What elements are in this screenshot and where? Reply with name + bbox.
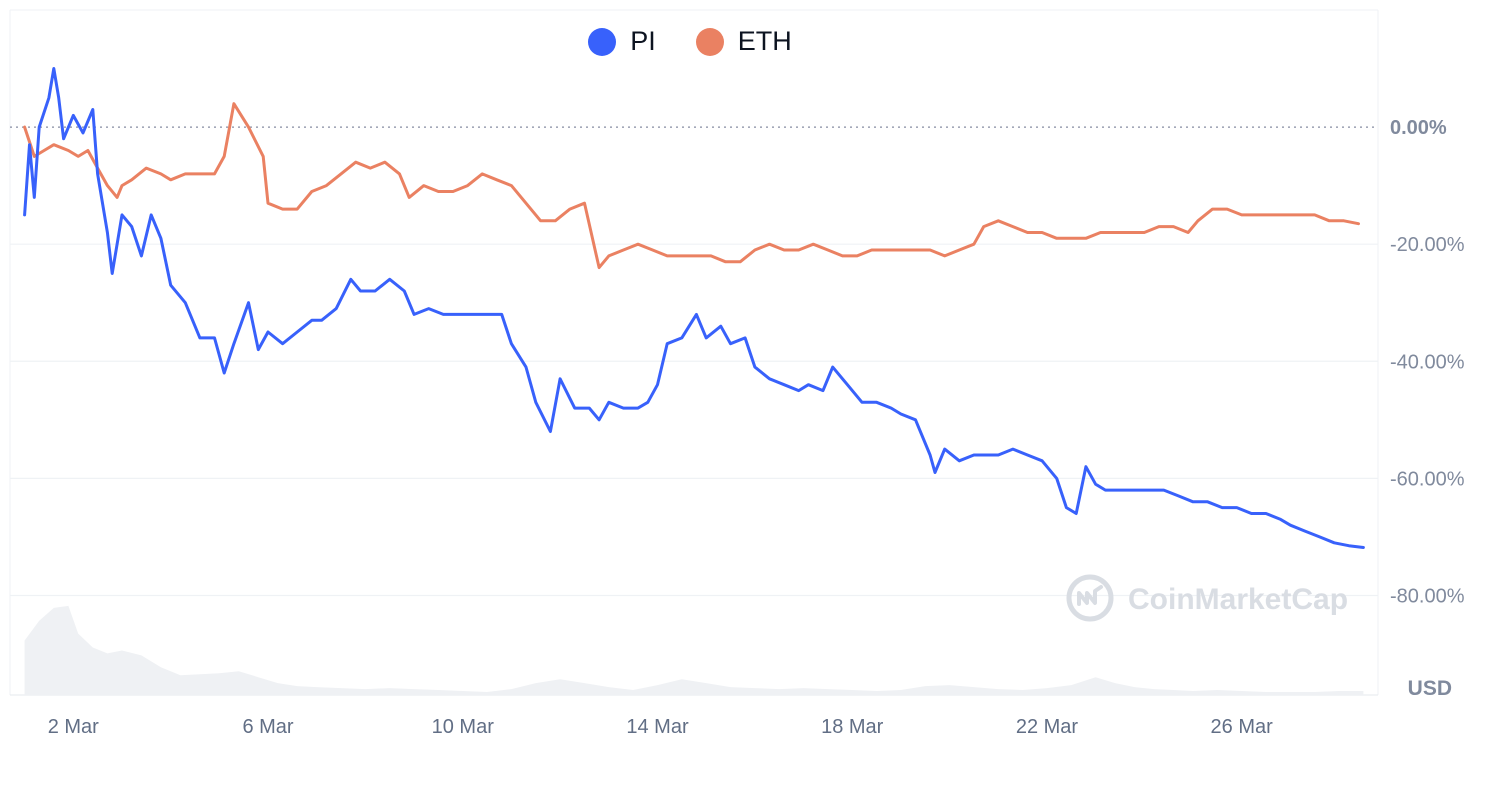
unit-label: USD bbox=[1408, 677, 1452, 700]
coinmarketcap-logo-icon bbox=[1066, 574, 1114, 622]
legend-item-eth[interactable]: ETH bbox=[695, 26, 792, 57]
x-tick-label: 22 Mar bbox=[1016, 716, 1079, 738]
y-tick-label: 0.00% bbox=[1390, 117, 1447, 139]
legend-pi-label: PI bbox=[630, 26, 656, 56]
volume-area-path bbox=[24, 605, 1364, 695]
x-tick-label: 2 Mar bbox=[48, 716, 99, 738]
series-line-eth[interactable] bbox=[23, 102, 1360, 270]
y-tick-label: -80.00% bbox=[1390, 585, 1465, 607]
volume-area bbox=[24, 605, 1364, 695]
legend-eth-label: ETH bbox=[737, 26, 792, 56]
y-tick-label: -60.00% bbox=[1390, 468, 1465, 490]
x-tick-label: 14 Mar bbox=[626, 716, 689, 738]
x-axis: 2 Mar 6 Mar 10 Mar 14 Mar 18 Mar 22 Mar 26 Mar bbox=[48, 716, 1273, 738]
x-tick-label: 10 Mar bbox=[432, 716, 495, 738]
legend-eth-dot bbox=[695, 27, 724, 56]
x-tick-label: 26 Mar bbox=[1211, 716, 1274, 738]
series-lines bbox=[23, 67, 1365, 549]
legend: PI ETH bbox=[0, 26, 1380, 57]
y-axis: 0.00% -20.00% -40.00% -60.00% -80.00% bbox=[1390, 117, 1465, 607]
legend-item-pi[interactable]: PI bbox=[588, 26, 656, 57]
watermark-text: CoinMarketCap bbox=[1128, 583, 1348, 616]
y-tick-label: -40.00% bbox=[1390, 351, 1465, 373]
series-line-pi[interactable] bbox=[23, 67, 1365, 549]
gridlines bbox=[10, 126, 1378, 597]
watermark: CoinMarketCap bbox=[1066, 574, 1348, 622]
x-tick-label: 18 Mar bbox=[821, 716, 884, 738]
y-tick-label: -20.00% bbox=[1390, 234, 1465, 256]
x-tick-label: 6 Mar bbox=[242, 716, 293, 738]
legend-pi-dot bbox=[588, 27, 617, 56]
